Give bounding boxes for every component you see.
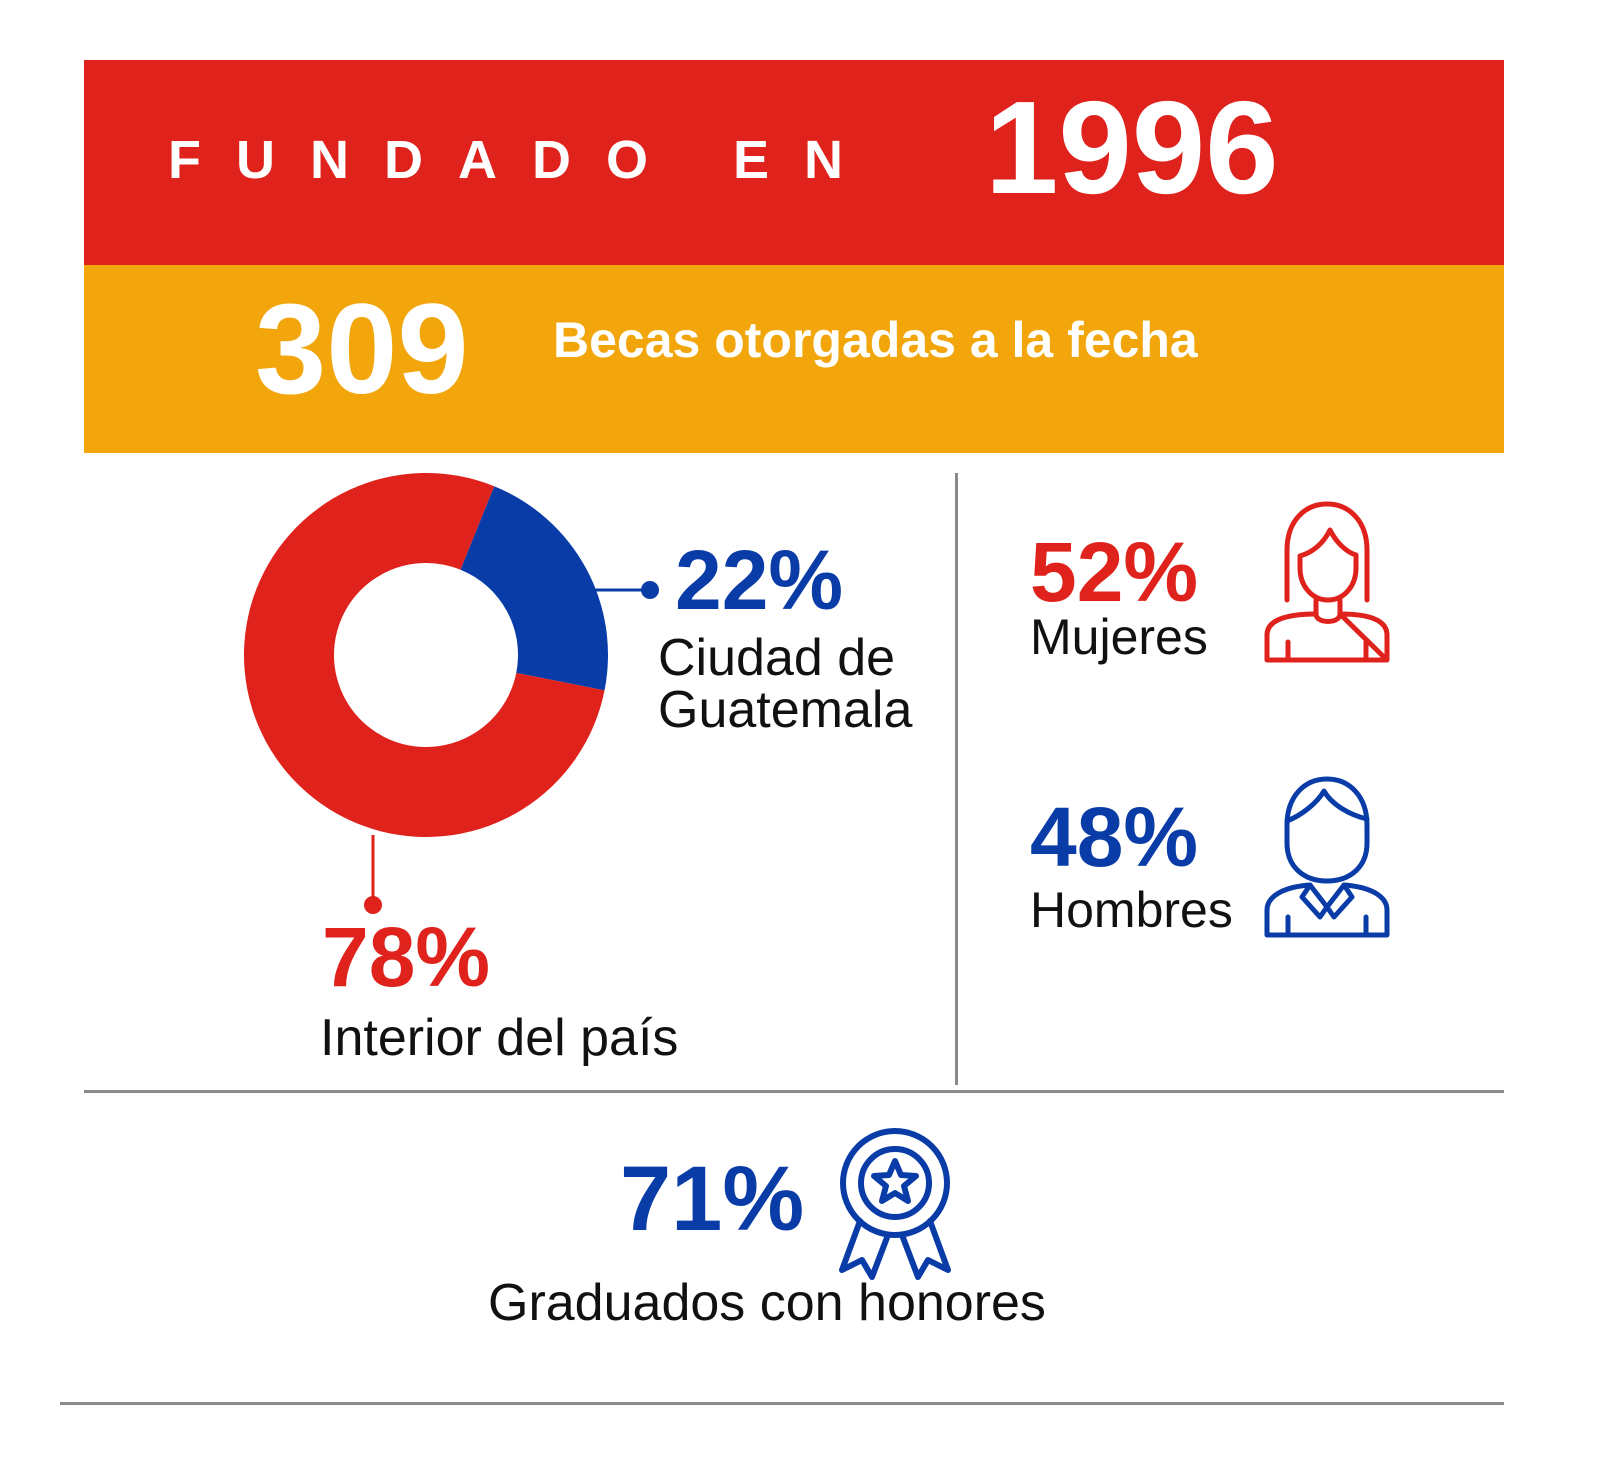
honors-percent: 71% (620, 1148, 805, 1250)
bottom-divider (60, 1402, 1504, 1405)
scholarships-count: 309 (255, 278, 469, 421)
women-percent: 52% (1030, 525, 1199, 619)
men-label: Hombres (1030, 882, 1233, 938)
donut-slices (244, 472, 608, 837)
man-icon (1264, 776, 1390, 938)
interior-leader-dot (364, 896, 382, 914)
interior-percent: 78% (322, 910, 491, 1004)
city-leader-dot (641, 581, 659, 599)
location-donut-chart (244, 472, 659, 914)
scholarships-label: Becas otorgadas a la fecha (553, 312, 1198, 368)
founded-banner (84, 60, 1504, 265)
interior-label: Interior del país (320, 1009, 679, 1067)
vertical-divider (955, 473, 958, 1085)
city-percent: 22% (675, 533, 844, 627)
men-percent: 48% (1030, 790, 1199, 884)
woman-icon (1264, 501, 1390, 663)
city-label: Ciudad de Guatemala (658, 629, 913, 739)
founded-label: FUNDADO EN (168, 130, 878, 190)
award-ribbon-icon (839, 1128, 951, 1280)
donut-slice-city (460, 486, 608, 691)
section-divider (84, 1090, 1504, 1093)
honors-label: Graduados con honores (488, 1274, 1046, 1332)
founded-year: 1996 (985, 74, 1279, 221)
women-label: Mujeres (1030, 609, 1208, 665)
donut-slice-interior (244, 472, 605, 837)
scholarships-banner (84, 265, 1504, 453)
